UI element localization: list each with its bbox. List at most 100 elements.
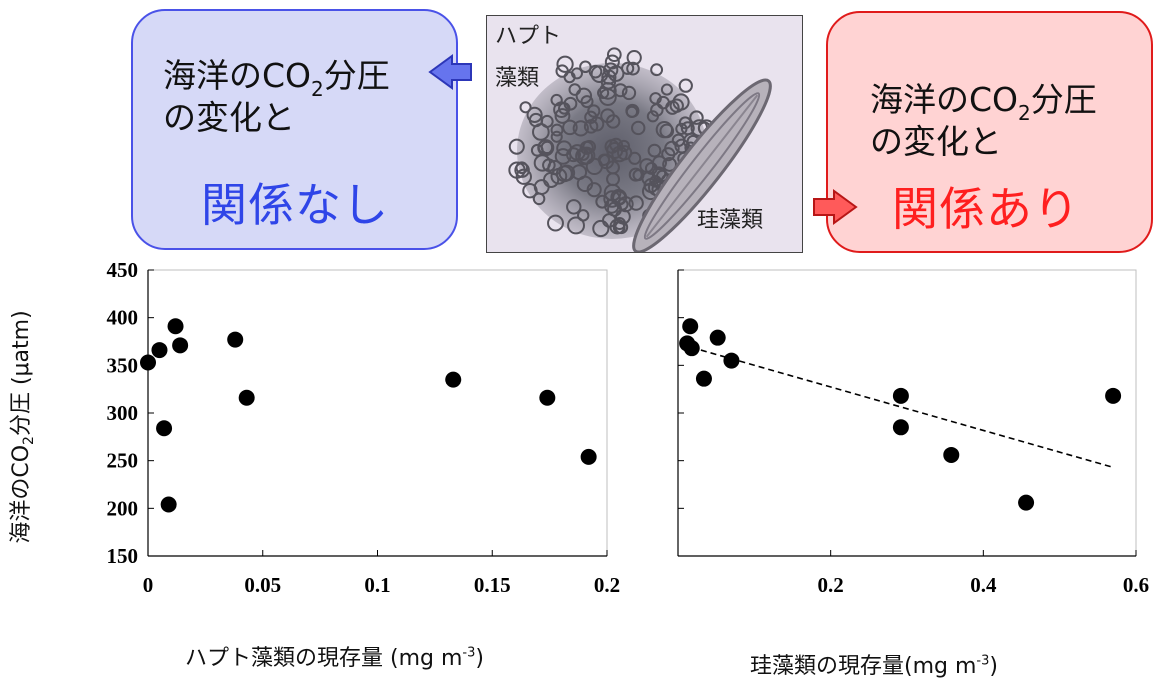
plot-frame xyxy=(677,269,1137,557)
haptophyte-cell xyxy=(515,168,532,185)
haptophyte-cell xyxy=(563,96,578,111)
haptophyte-cell xyxy=(590,65,609,84)
haptophyte-cell xyxy=(554,108,571,124)
haptophyte-cell xyxy=(566,199,582,215)
haptophyte-label-line2: 藻類 xyxy=(495,66,540,91)
haptophyte-cell xyxy=(597,86,610,100)
haptophyte-cell xyxy=(550,167,568,185)
haptophyte-cell xyxy=(626,49,642,66)
data-point xyxy=(140,354,156,371)
y-tick-label: 150 xyxy=(107,544,139,568)
microscope-photo-drawing xyxy=(508,47,772,252)
y-tick-label: 350 xyxy=(107,353,139,377)
haptophyte-cell xyxy=(579,140,594,155)
y-tick-label: 300 xyxy=(107,401,139,425)
haptophyte-cell xyxy=(650,63,664,77)
haptophyte-cell xyxy=(664,140,680,157)
data-point xyxy=(151,342,168,359)
haptophyte-cell xyxy=(617,139,630,152)
haptophyte-cell xyxy=(631,120,646,136)
haptophyte-cell xyxy=(603,183,622,202)
haptophyte-cell xyxy=(519,101,532,114)
trend-line xyxy=(700,349,1114,469)
haptophyte-cell xyxy=(547,214,564,232)
x-tick-label: 0 xyxy=(143,573,154,597)
haptophyte-cell xyxy=(626,61,640,76)
data-point xyxy=(238,389,255,406)
haptophyte-cell xyxy=(583,119,599,134)
x-axis-label-haptophyte: ハプト藻類の現存量 (mg m-3) xyxy=(185,645,484,671)
relation-box: 海洋のCO2分圧 の変化と 関係あり xyxy=(826,11,1153,253)
data-point xyxy=(682,318,699,335)
haptophyte-cell xyxy=(678,78,693,93)
haptophyte-cell xyxy=(672,93,690,111)
y-tick-label: 450 xyxy=(107,258,139,282)
haptophyte-cell xyxy=(550,130,563,143)
haptophyte-cell xyxy=(605,114,621,129)
data-point xyxy=(172,337,189,354)
x-tick-label: 0.15 xyxy=(474,573,511,597)
data-point xyxy=(892,419,909,436)
x-tick-label: 0.6 xyxy=(1123,573,1149,597)
y-tick-label: 200 xyxy=(107,496,139,520)
haptophyte-cell xyxy=(566,147,581,163)
y-tick-label: 400 xyxy=(107,306,139,330)
haptophyte-cell xyxy=(674,138,690,154)
haptophyte-cell xyxy=(647,143,662,158)
haptophyte-cell xyxy=(628,167,643,182)
left-box-result: 関係なし xyxy=(201,178,389,232)
haptophyte-cell xyxy=(532,192,546,206)
left-box-line2: の変化と xyxy=(163,98,295,137)
haptophyte-cell xyxy=(537,139,554,155)
haptophyte-cell xyxy=(532,123,550,141)
haptophyte-cell xyxy=(563,71,576,84)
haptophyte-cell xyxy=(592,219,610,238)
haptophyte-cell xyxy=(550,93,563,107)
haptophyte-cell xyxy=(613,83,628,98)
haptophyte-cell xyxy=(526,106,543,123)
haptophyte-label-line1: ハプト xyxy=(495,24,562,49)
haptophyte-cell xyxy=(628,151,642,165)
haptophyte-cell xyxy=(584,110,598,124)
data-point xyxy=(943,446,960,463)
haptophyte-cell xyxy=(669,98,684,113)
haptophyte-cell xyxy=(607,65,625,82)
haptophyte-cell xyxy=(554,148,572,165)
haptophyte-cell xyxy=(556,55,574,73)
haptophyte-cell xyxy=(579,60,592,74)
haptophyte-cell xyxy=(662,157,677,172)
haptophyte-cell xyxy=(595,194,610,209)
data-point xyxy=(1018,494,1035,511)
diatom-cell xyxy=(632,78,772,252)
haptophyte-cell xyxy=(615,208,631,225)
haptophyte-cell xyxy=(651,155,667,171)
left-box-line1: 海洋のCO2分圧 xyxy=(163,56,390,101)
data-point xyxy=(580,448,597,465)
data-point xyxy=(683,340,700,357)
haptophyte-cell xyxy=(621,85,637,101)
data-point xyxy=(167,318,184,335)
diatom-label: 珪藻類 xyxy=(697,208,764,233)
haptophyte-cell xyxy=(562,119,578,136)
haptophyte-cell xyxy=(533,154,552,172)
haptophyte-cell xyxy=(586,182,602,198)
data-point xyxy=(709,329,726,346)
haptophyte-cell xyxy=(580,95,594,109)
data-point xyxy=(723,352,740,369)
haptophyte-cell xyxy=(543,171,560,188)
data-point xyxy=(695,370,712,387)
haptophyte-cell xyxy=(572,120,589,137)
right-box-result: 関係あり xyxy=(892,182,1080,236)
x-tick-label: 0.1 xyxy=(364,573,390,597)
haptophyte-cell xyxy=(588,64,603,79)
haptophyte-cell xyxy=(515,161,529,175)
haptophyte-cell xyxy=(628,195,644,211)
haptophyte-cell xyxy=(689,110,704,125)
haptophyte-cell xyxy=(678,116,692,130)
x-axis-label-diatom: 珪藻類の現存量(mg m-3) xyxy=(750,653,998,679)
data-point xyxy=(227,331,244,348)
x-tick-label: 0.4 xyxy=(970,573,997,597)
haptophyte-cell xyxy=(606,47,622,63)
haptophyte-cell xyxy=(650,103,664,117)
